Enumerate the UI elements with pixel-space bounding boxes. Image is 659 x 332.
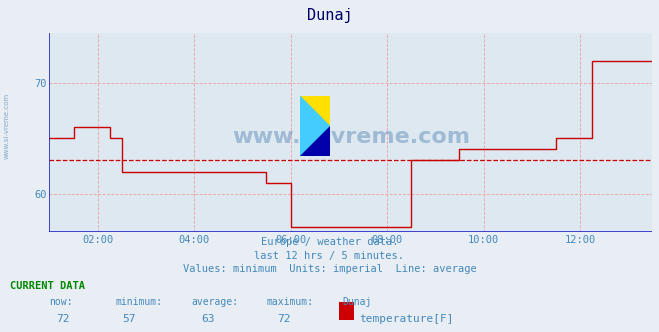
- Text: 63: 63: [201, 314, 214, 324]
- Polygon shape: [300, 126, 330, 156]
- Text: 57: 57: [122, 314, 135, 324]
- Polygon shape: [300, 96, 330, 126]
- Text: now:: now:: [49, 297, 73, 307]
- Polygon shape: [300, 96, 330, 156]
- Text: Dunaj: Dunaj: [343, 297, 372, 307]
- Text: temperature[F]: temperature[F]: [359, 314, 453, 324]
- Text: maximum:: maximum:: [267, 297, 314, 307]
- Text: 72: 72: [56, 314, 69, 324]
- Text: average:: average:: [191, 297, 238, 307]
- Text: Europe / weather data.: Europe / weather data.: [261, 237, 398, 247]
- Text: CURRENT DATA: CURRENT DATA: [10, 281, 85, 290]
- Text: last 12 hrs / 5 minutes.: last 12 hrs / 5 minutes.: [254, 251, 405, 261]
- Text: minimum:: minimum:: [115, 297, 162, 307]
- Text: www.si-vreme.com: www.si-vreme.com: [232, 127, 470, 147]
- Text: Dunaj: Dunaj: [306, 8, 353, 23]
- Text: 72: 72: [277, 314, 290, 324]
- Text: www.si-vreme.com: www.si-vreme.com: [3, 93, 9, 159]
- Text: Values: minimum  Units: imperial  Line: average: Values: minimum Units: imperial Line: av…: [183, 264, 476, 274]
